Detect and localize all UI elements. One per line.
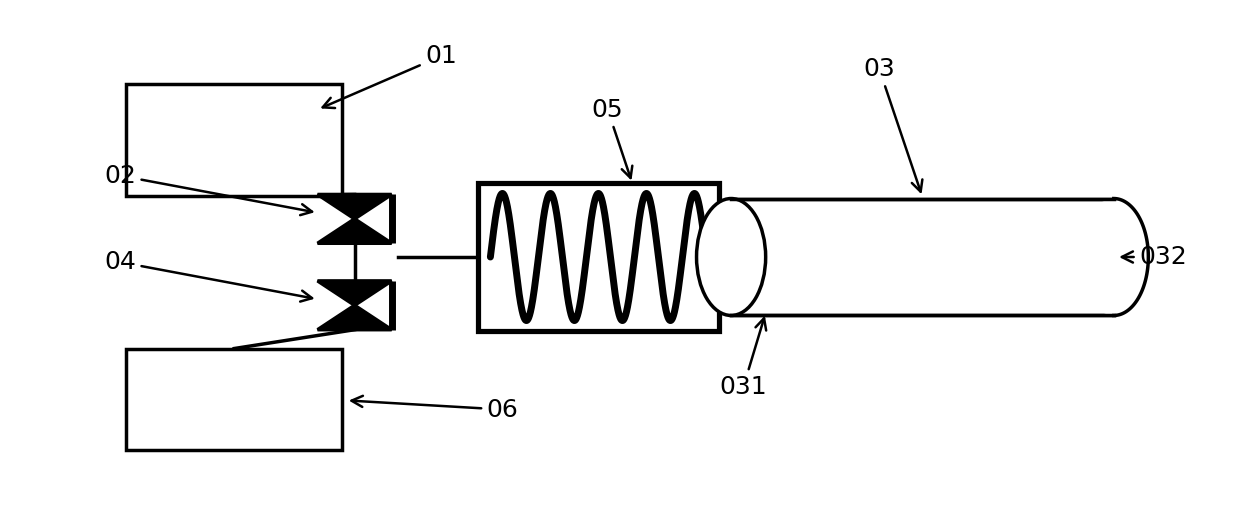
Ellipse shape — [697, 198, 765, 316]
Polygon shape — [317, 194, 392, 219]
Polygon shape — [317, 219, 392, 243]
Text: 02: 02 — [104, 163, 312, 215]
Polygon shape — [317, 305, 392, 329]
Bar — [126, 84, 342, 196]
Text: 03: 03 — [863, 57, 923, 192]
Bar — [126, 348, 342, 450]
Text: 01: 01 — [322, 44, 456, 108]
Ellipse shape — [1079, 198, 1148, 316]
Text: 05: 05 — [591, 98, 632, 178]
Bar — [479, 183, 719, 331]
Text: 032: 032 — [1122, 245, 1187, 269]
Text: 06: 06 — [351, 396, 518, 421]
Text: 04: 04 — [104, 250, 312, 302]
Text: 031: 031 — [719, 318, 768, 399]
Polygon shape — [317, 281, 392, 305]
